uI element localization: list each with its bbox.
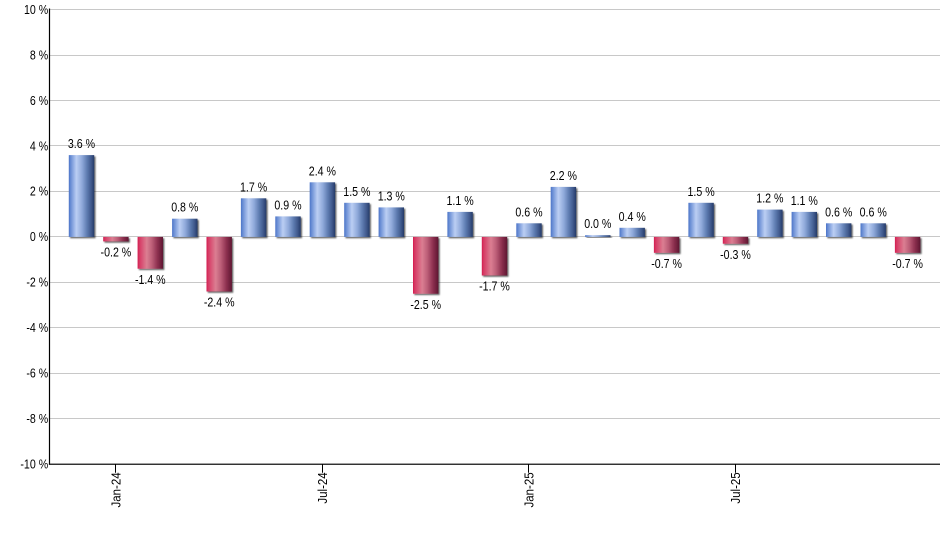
svg-text:-2.5 %: -2.5 % bbox=[410, 298, 441, 312]
svg-text:1.7 %: 1.7 % bbox=[240, 180, 267, 194]
svg-text:1.1 %: 1.1 % bbox=[791, 194, 818, 208]
svg-text:-0.7 %: -0.7 % bbox=[651, 257, 682, 271]
svg-text:1.2 %: 1.2 % bbox=[756, 192, 783, 206]
svg-text:-0.3 %: -0.3 % bbox=[720, 248, 751, 262]
svg-text:-1.7 %: -1.7 % bbox=[479, 280, 510, 294]
svg-text:2 %: 2 % bbox=[30, 185, 48, 199]
svg-text:2.4 %: 2.4 % bbox=[309, 164, 336, 178]
svg-text:-1.4 %: -1.4 % bbox=[135, 273, 166, 287]
svg-text:1.1 %: 1.1 % bbox=[447, 194, 474, 208]
svg-text:-0.7 %: -0.7 % bbox=[892, 257, 923, 271]
svg-text:4 %: 4 % bbox=[30, 139, 48, 153]
svg-text:6 %: 6 % bbox=[30, 94, 48, 108]
svg-text:-10 %: -10 % bbox=[20, 458, 48, 472]
svg-text:0.6 %: 0.6 % bbox=[825, 205, 852, 219]
svg-text:1.5 %: 1.5 % bbox=[688, 185, 715, 199]
svg-text:-8 %: -8 % bbox=[26, 412, 48, 426]
svg-text:10 %: 10 % bbox=[24, 3, 48, 17]
svg-text:Jul-24: Jul-24 bbox=[316, 472, 330, 503]
svg-text:-6 %: -6 % bbox=[26, 367, 48, 381]
svg-text:0.8 %: 0.8 % bbox=[171, 201, 198, 215]
svg-text:-0.2 %: -0.2 % bbox=[101, 246, 132, 260]
svg-text:0.0 %: 0.0 % bbox=[584, 217, 611, 231]
svg-text:Jan-24: Jan-24 bbox=[109, 472, 123, 507]
svg-text:1.5 %: 1.5 % bbox=[343, 185, 370, 199]
svg-text:Jan-25: Jan-25 bbox=[522, 472, 536, 507]
svg-text:0.6 %: 0.6 % bbox=[860, 205, 887, 219]
svg-text:0.4 %: 0.4 % bbox=[619, 210, 646, 224]
svg-text:8 %: 8 % bbox=[30, 48, 48, 62]
svg-text:-4 %: -4 % bbox=[26, 321, 48, 335]
svg-text:-2.4 %: -2.4 % bbox=[204, 296, 235, 310]
svg-text:0 %: 0 % bbox=[30, 230, 48, 244]
svg-text:0.6 %: 0.6 % bbox=[515, 205, 542, 219]
svg-text:2.2 %: 2.2 % bbox=[550, 169, 577, 183]
svg-text:Jul-25: Jul-25 bbox=[729, 472, 743, 503]
svg-text:1.3 %: 1.3 % bbox=[378, 189, 405, 203]
svg-text:0.9 %: 0.9 % bbox=[274, 198, 301, 212]
svg-text:3.6 %: 3.6 % bbox=[68, 137, 95, 151]
svg-text:-2 %: -2 % bbox=[26, 276, 48, 290]
